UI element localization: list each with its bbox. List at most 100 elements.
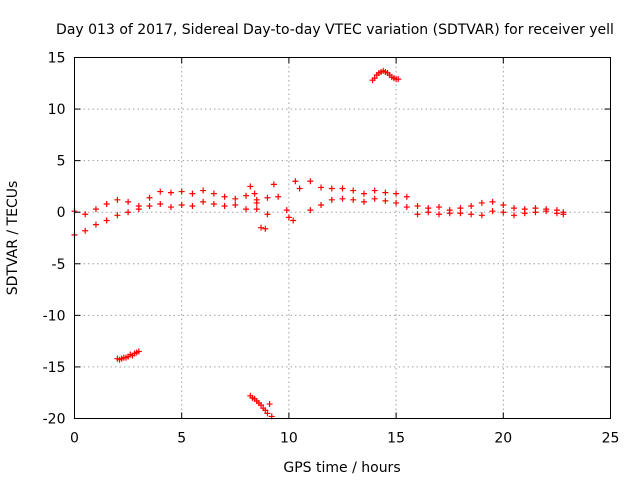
data-point xyxy=(414,203,421,210)
data-point xyxy=(189,190,196,197)
x-tick-label: 5 xyxy=(177,431,186,447)
data-point xyxy=(478,199,485,206)
data-point xyxy=(157,200,164,207)
data-point xyxy=(307,207,314,214)
data-point xyxy=(395,76,402,83)
data-point xyxy=(360,198,367,205)
data-point xyxy=(307,178,314,185)
y-tick-label: -10 xyxy=(43,308,66,324)
data-point xyxy=(360,190,367,197)
data-point xyxy=(232,195,239,202)
data-point xyxy=(243,192,250,199)
data-point xyxy=(264,211,271,218)
data-point xyxy=(350,196,357,203)
grid-lines xyxy=(74,57,611,419)
data-point xyxy=(200,198,207,205)
data-point xyxy=(382,197,389,204)
data-point xyxy=(262,225,269,232)
y-tick-label: -20 xyxy=(43,412,66,428)
x-axis-label: GPS time / hours xyxy=(283,460,400,476)
data-point xyxy=(253,199,260,206)
data-point xyxy=(285,214,292,221)
data-point xyxy=(328,196,335,203)
data-point xyxy=(221,203,228,210)
x-tick-label: 15 xyxy=(387,431,405,447)
plot-frame xyxy=(74,57,611,419)
data-point xyxy=(167,189,174,196)
data-point xyxy=(446,210,453,217)
data-point xyxy=(393,190,400,197)
data-point xyxy=(457,210,464,217)
data-point xyxy=(350,187,357,194)
data-point xyxy=(178,201,185,208)
data-point xyxy=(403,204,410,211)
data-point xyxy=(200,187,207,194)
data-point xyxy=(468,211,475,218)
data-point xyxy=(82,211,89,218)
data-point xyxy=(82,227,89,234)
data-point xyxy=(543,208,550,215)
data-point xyxy=(258,402,265,409)
data-point xyxy=(135,206,142,213)
data-point xyxy=(511,205,518,212)
data-point xyxy=(328,185,335,192)
data-point xyxy=(92,221,99,228)
data-point xyxy=(253,206,260,213)
data-point xyxy=(125,209,132,216)
data-point xyxy=(339,195,346,202)
data-point xyxy=(210,190,217,197)
data-point xyxy=(114,212,121,219)
data-point xyxy=(532,209,539,216)
axis-ticks: 0 5 10 15 20 25 -20 -15 -10 -5 0 5 10 15 xyxy=(43,51,620,447)
data-point xyxy=(103,217,110,224)
data-point xyxy=(339,185,346,192)
data-point xyxy=(275,193,282,200)
data-point xyxy=(232,201,239,208)
x-tick-label: 25 xyxy=(602,431,620,447)
data-point xyxy=(146,194,153,201)
data-point xyxy=(393,199,400,206)
chart-title: Day 013 of 2017, Sidereal Day-to-day VTE… xyxy=(56,22,614,38)
data-point xyxy=(290,217,297,224)
data-point xyxy=(221,193,228,200)
data-point xyxy=(468,203,475,210)
data-point xyxy=(435,211,442,218)
data-point xyxy=(457,205,464,212)
y-tick-label: -5 xyxy=(52,257,66,273)
data-point xyxy=(251,190,258,197)
data-point xyxy=(266,401,273,408)
y-tick-label: 5 xyxy=(57,154,66,170)
data-point xyxy=(189,203,196,210)
data-point xyxy=(146,203,153,210)
data-point xyxy=(478,212,485,219)
data-point xyxy=(500,201,507,208)
data-point xyxy=(403,193,410,200)
data-point xyxy=(167,204,174,211)
data-point xyxy=(92,206,99,213)
data-point xyxy=(178,188,185,195)
y-tick-label: 0 xyxy=(57,205,66,221)
data-point xyxy=(264,194,271,201)
data-point xyxy=(292,178,299,185)
x-tick-label: 10 xyxy=(280,431,298,447)
data-point xyxy=(382,189,389,196)
data-point xyxy=(553,210,560,217)
data-point xyxy=(414,211,421,218)
data-point xyxy=(157,188,164,195)
data-point xyxy=(243,206,250,213)
y-tick-label: -15 xyxy=(43,360,66,376)
data-point xyxy=(262,407,269,414)
x-tick-label: 0 xyxy=(70,431,79,447)
y-axis-label: SDTVAR / TECUs xyxy=(5,181,21,296)
data-point xyxy=(318,184,325,191)
data-point xyxy=(489,198,496,205)
data-point xyxy=(371,195,378,202)
data-point xyxy=(270,181,277,188)
data-point xyxy=(318,201,325,208)
data-point xyxy=(560,211,567,218)
data-point xyxy=(247,183,254,190)
data-point xyxy=(435,204,442,211)
data-point xyxy=(258,224,265,231)
data-point xyxy=(210,200,217,207)
